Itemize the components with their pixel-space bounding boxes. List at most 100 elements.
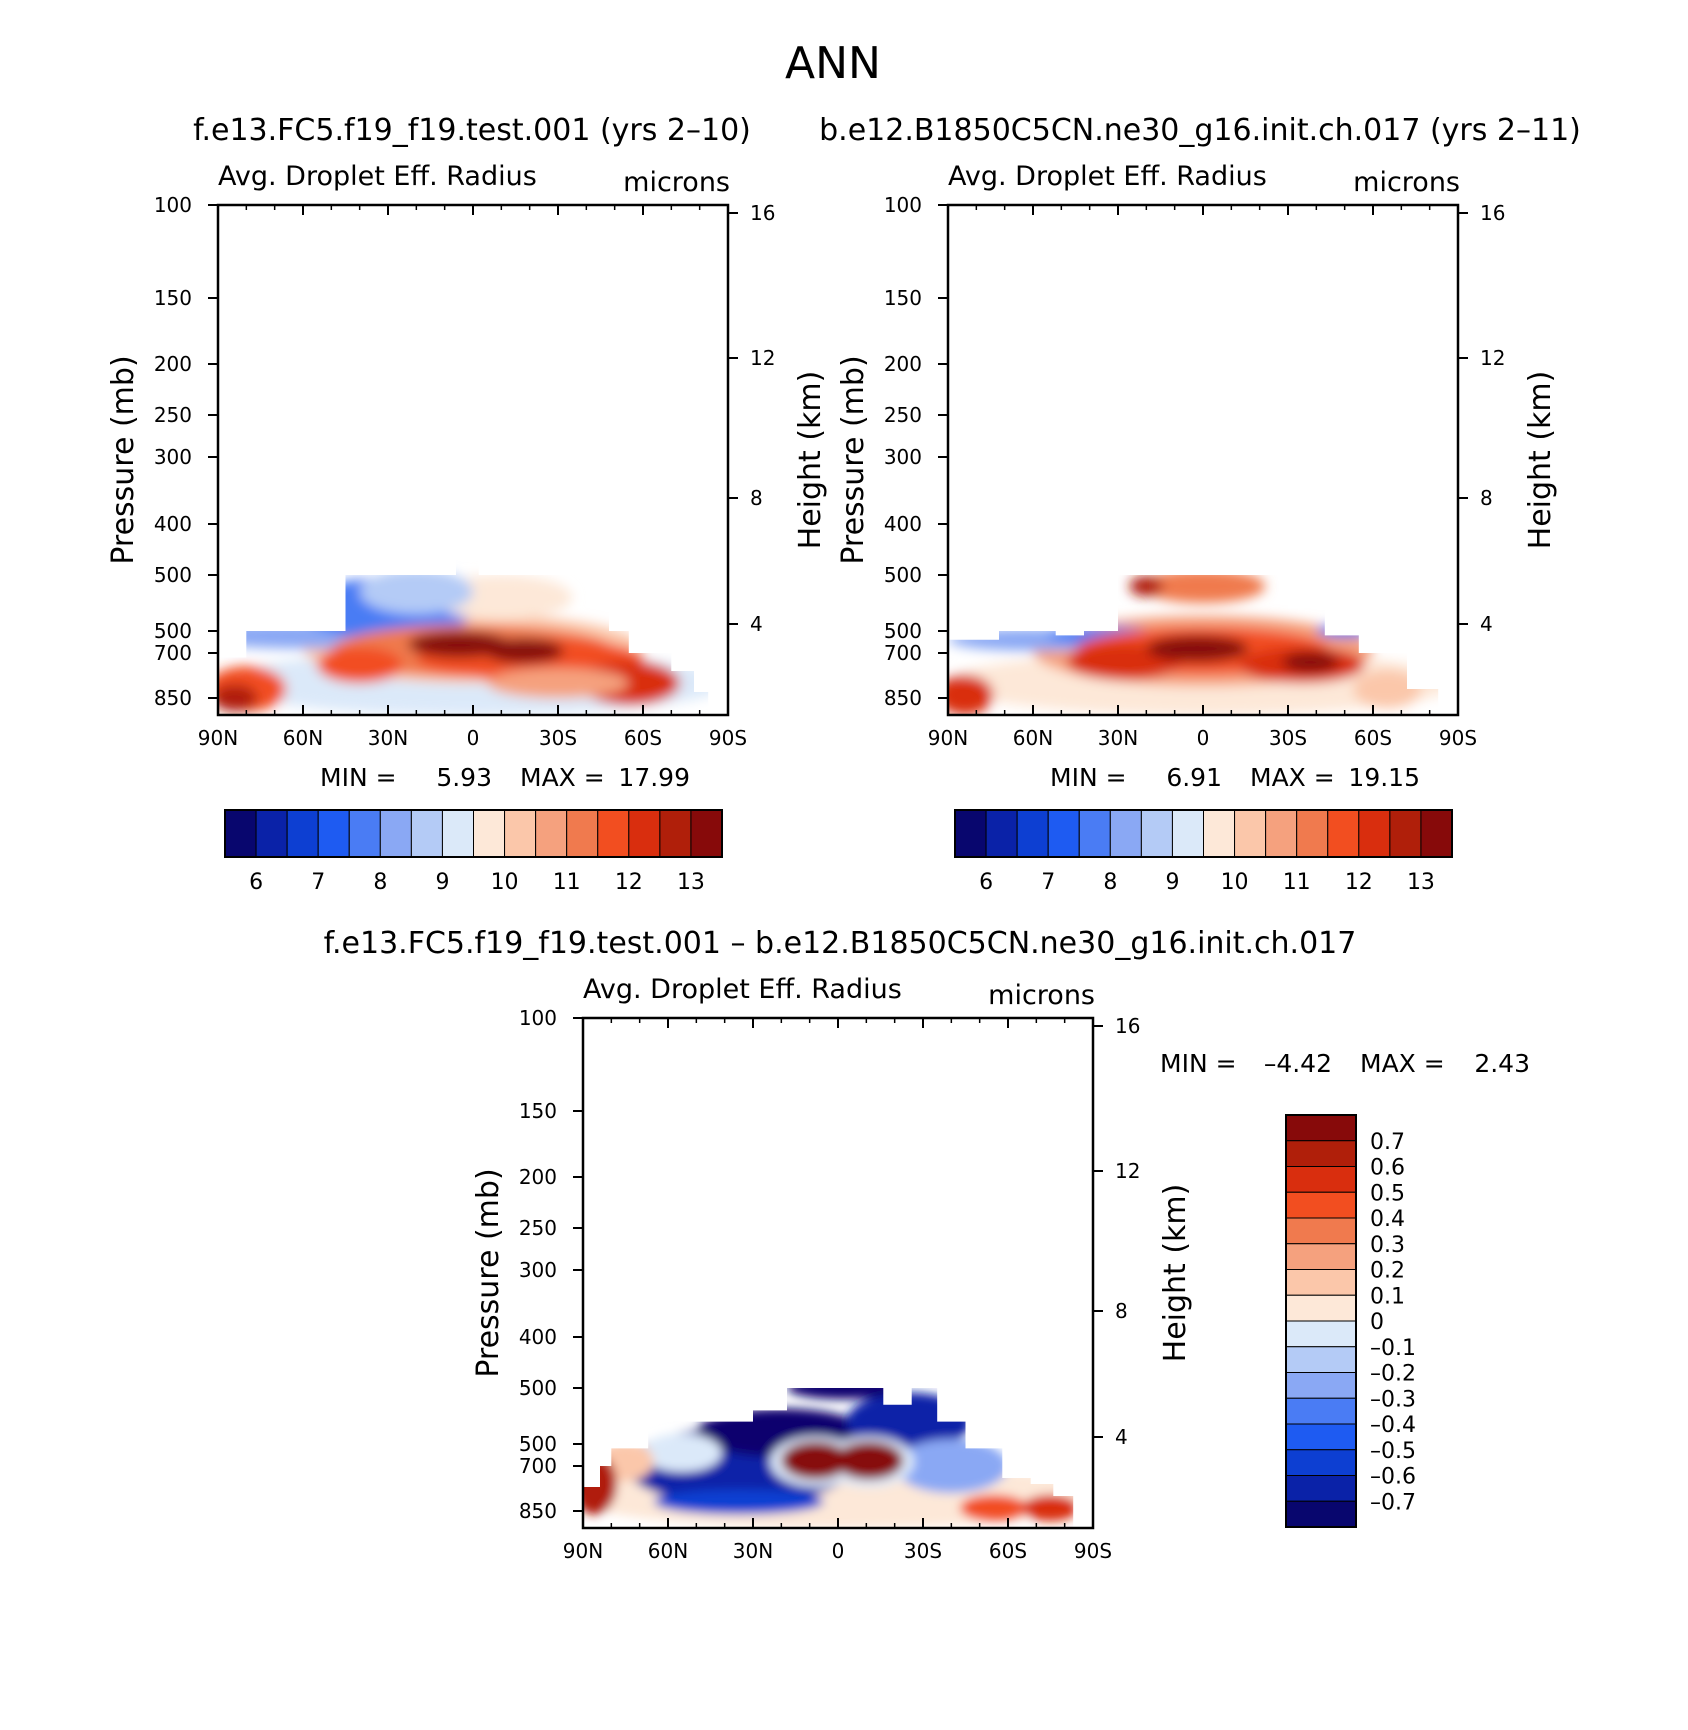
y2-tick-label: 16 (1480, 201, 1505, 225)
colorbar-cell (255, 809, 288, 858)
min-value: 5.93 (436, 763, 492, 792)
panel-2-title: b.e12.B1850C5CN.ne30_g16.init.ch.017 (yr… (819, 113, 1581, 148)
y2-tick-label: 12 (1115, 1159, 1140, 1183)
colorbar-cell (628, 809, 661, 858)
colorbar-label: 11 (1283, 870, 1311, 895)
colorbar-cell (1285, 1217, 1357, 1245)
contour-region (787, 1388, 901, 1400)
y-tick-label: 100 (884, 193, 922, 217)
max-label: MAX = (520, 763, 605, 792)
colorbar-label: 8 (1103, 870, 1117, 895)
x-tick-label: 60N (283, 726, 323, 750)
y-tick-label: 400 (154, 512, 192, 536)
min-max-stats: MIN = 6.91 MAX = 19.15 (1050, 763, 1420, 792)
min-label: MIN = (1050, 763, 1127, 792)
colorbar-cell (1285, 1166, 1357, 1193)
colorbar-label: 0.4 (1370, 1207, 1405, 1232)
x-tick-label: 30N (1098, 726, 1138, 750)
x-tick-label: 0 (1197, 726, 1210, 750)
colorbar-label: 9 (435, 870, 449, 895)
y-tick-label: 300 (884, 445, 922, 469)
y-tick-label: 300 (519, 1258, 557, 1282)
colorbar-cell (1203, 809, 1236, 858)
x-tick-label: 30S (539, 726, 577, 750)
y2-tick-label: 4 (750, 612, 763, 636)
units-label: microns (1353, 167, 1460, 198)
colorbar-cell (1358, 809, 1391, 858)
y-tick-label: 100 (154, 193, 192, 217)
field-label: Avg. Droplet Eff. Radius (218, 161, 537, 192)
units-label: microns (623, 167, 730, 198)
contour-field (583, 1388, 1074, 1528)
y-tick-label: 250 (519, 1216, 557, 1240)
colorbar-cell (1285, 1294, 1357, 1322)
contour-region (1129, 576, 1164, 597)
contour-region (487, 668, 629, 698)
colorbar-cell (1285, 1423, 1357, 1451)
colorbar-cell (504, 809, 537, 858)
y2-tick-label: 4 (1480, 612, 1493, 636)
colorbar-label: 0.6 (1370, 1156, 1405, 1181)
y-tick-label: 500 (519, 1376, 557, 1400)
y-tick-label: 150 (519, 1099, 557, 1123)
colorbar-cell (1171, 809, 1204, 858)
contour-region (1282, 651, 1339, 673)
colorbar-cell (410, 809, 443, 858)
colorbar-label: 0.5 (1370, 1181, 1405, 1206)
panel-1: Avg. Droplet Eff. Radius microns 90N 60N 30N… (106, 161, 828, 792)
max-label: MAX = (1360, 1049, 1445, 1078)
colorbar-cell (1285, 1346, 1357, 1373)
contour-region (781, 1441, 850, 1480)
contour-region (894, 1439, 1008, 1493)
y-tick-label: 400 (519, 1325, 557, 1349)
min-label: MIN = (1160, 1049, 1237, 1078)
max-label: MAX = (1250, 763, 1335, 792)
contour-region (835, 1441, 904, 1480)
colorbar-label: 0 (1370, 1310, 1384, 1335)
colorbar-label: 8 (373, 870, 387, 895)
min-max-stats: MIN = –4.42 MAX = 2.43 (1160, 1049, 1530, 1078)
colorbar-cell (1327, 809, 1360, 858)
x-tick-label: 30N (368, 726, 408, 750)
contour-region (642, 1433, 722, 1473)
y2-tick-label: 12 (750, 346, 775, 370)
colorbar-cell (535, 809, 568, 858)
y-axis-label: Pressure (mb) (836, 355, 871, 564)
colorbar-label: 6 (979, 870, 993, 895)
y2-tick-label: 4 (1115, 1425, 1128, 1449)
y2-tick-label: 8 (1480, 486, 1493, 510)
colorbar-label: 0.3 (1370, 1233, 1405, 1258)
x-tick-label: 30S (1269, 726, 1307, 750)
contour-region (359, 569, 474, 615)
contour-region (1146, 635, 1249, 662)
colorbar-label: 13 (1407, 870, 1435, 895)
colorbar-label: 7 (311, 870, 325, 895)
colorbar-label: –0.7 (1370, 1490, 1416, 1515)
colorbar-frame (1285, 1114, 1357, 1528)
colorbar-cell (1140, 809, 1173, 858)
colorbar-cell (985, 809, 1018, 858)
colorbar-frame (954, 809, 1453, 858)
colorbar-2: 6 7 8 9 10 11 12 13 (954, 809, 1453, 895)
max-value: 2.43 (1474, 1049, 1530, 1078)
y2-tick-label: 8 (750, 486, 763, 510)
colorbar-cell (690, 809, 723, 858)
colorbar-cell (1285, 1397, 1357, 1425)
min-max-stats: MIN = 5.93 MAX = 17.99 (320, 763, 690, 792)
colorbar-label: 10 (491, 870, 519, 895)
units-label: microns (988, 980, 1095, 1011)
colorbar-cell (1285, 1320, 1357, 1348)
x-tick-label: 60S (989, 1539, 1027, 1563)
colorbar-cell (1016, 809, 1049, 858)
max-value: 19.15 (1348, 763, 1420, 792)
x-tick-label: 90N (198, 726, 238, 750)
colorbar-label: 9 (1165, 870, 1179, 895)
contour-region (1022, 1494, 1074, 1522)
y-tick-label: 700 (154, 641, 192, 665)
contour-region (583, 1453, 617, 1515)
colorbar-label: 12 (1345, 870, 1373, 895)
colorbar-frame (224, 809, 723, 858)
y-tick-label: 400 (884, 512, 922, 536)
y2-axis-label: Height (km) (1158, 1184, 1193, 1363)
